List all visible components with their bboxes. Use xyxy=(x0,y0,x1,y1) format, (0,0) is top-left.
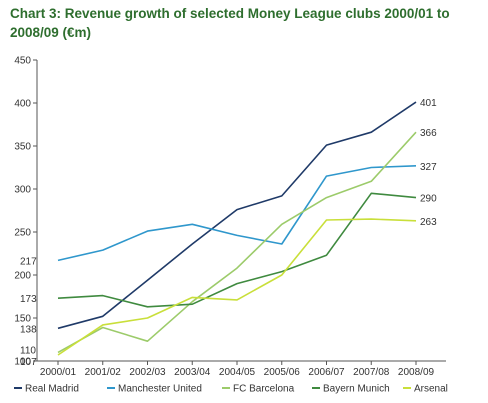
x-tick-label: 2007/08 xyxy=(353,367,390,378)
end-value-label-bayern-munich: 290 xyxy=(420,194,437,205)
series-line-fc-barcelona xyxy=(57,131,417,354)
series-line-real-madrid xyxy=(57,101,417,330)
series-value-labels: 138 401 217 327 110 366 173 290 107 263 xyxy=(20,98,437,368)
start-value-label-bayern-munich: 173 xyxy=(20,294,37,305)
chart-title: Chart 3: Revenue growth of selected Mone… xyxy=(10,6,450,40)
legend-label-bayern-munich: Bayern Munich xyxy=(323,384,390,395)
y-tick-label: 300 xyxy=(14,185,31,196)
series-lines xyxy=(57,101,417,356)
start-value-label-manchester-united: 217 xyxy=(20,256,37,267)
x-tick-label: 2002/03 xyxy=(129,367,166,378)
x-tick-label: 2001/02 xyxy=(85,367,122,378)
start-value-label-arsenal: 107 xyxy=(20,357,37,368)
legend-label-real-madrid: Real Madrid xyxy=(25,384,79,395)
y-tick-label: 350 xyxy=(14,142,31,153)
legend: Real Madrid Manchester United FC Barcelona… xyxy=(14,384,448,395)
x-tick-label: 2006/07 xyxy=(308,367,345,378)
end-value-label-real-madrid: 401 xyxy=(420,98,437,109)
start-value-label-real-madrid: 138 xyxy=(20,324,37,335)
axes xyxy=(36,60,446,362)
legend-label-arsenal: Arsenal xyxy=(414,384,448,395)
x-tick-label: 2003/04 xyxy=(174,367,211,378)
y-axis-ticks: 100 150 200 250 300 350 400 450 xyxy=(14,56,37,368)
y-tick-label: 250 xyxy=(14,228,31,239)
legend-label-manchester-united: Manchester United xyxy=(118,384,202,395)
series-line-manchester-united xyxy=(57,165,417,262)
x-tick-label: 2004/05 xyxy=(219,367,256,378)
y-tick-label: 200 xyxy=(14,271,31,282)
legend-label-fc-barcelona: FC Barcelona xyxy=(233,384,295,395)
y-tick-label: 100 xyxy=(14,357,31,368)
x-tick-label: 2008/09 xyxy=(398,367,435,378)
end-value-label-arsenal: 263 xyxy=(420,217,437,228)
y-tick-label: 450 xyxy=(14,56,31,67)
start-value-label-fc-barcelona: 110 xyxy=(20,345,36,356)
y-tick-label: 150 xyxy=(14,314,31,325)
series-line-bayern-munich xyxy=(57,192,417,308)
x-axis-ticks: 2000/01 2001/02 2002/03 2003/04 2004/05 2005/… xyxy=(40,361,435,378)
series-line-arsenal xyxy=(57,218,417,356)
y-tick-label: 400 xyxy=(14,99,31,110)
x-tick-label: 2000/01 xyxy=(40,367,77,378)
end-value-label-manchester-united: 327 xyxy=(420,162,437,173)
x-tick-label: 2005/06 xyxy=(264,367,301,378)
end-value-label-fc-barcelona: 366 xyxy=(420,128,437,139)
